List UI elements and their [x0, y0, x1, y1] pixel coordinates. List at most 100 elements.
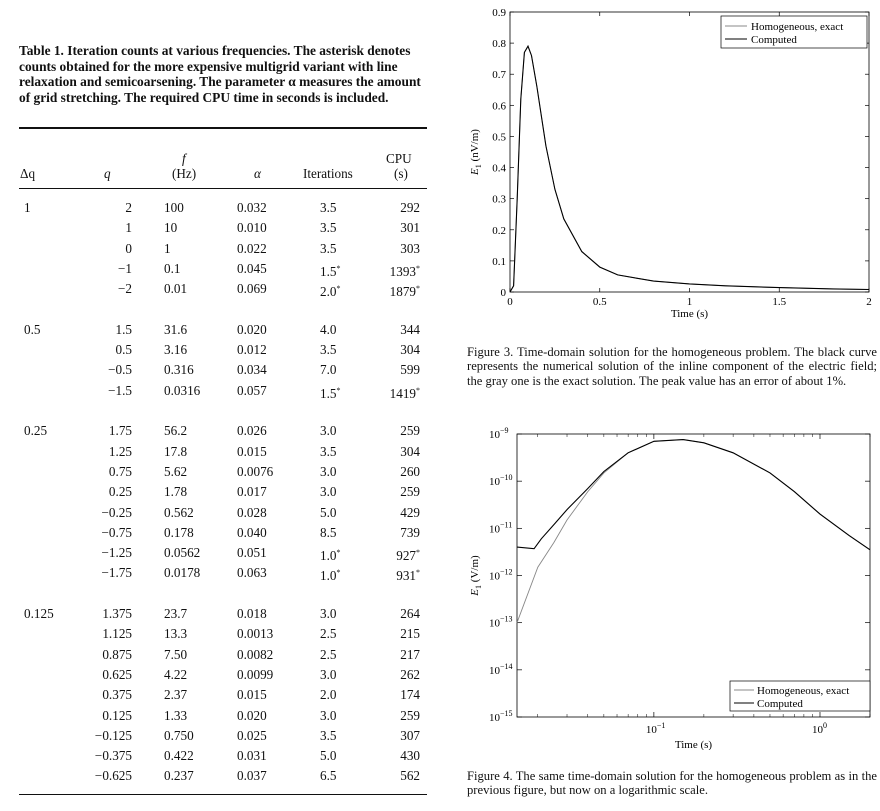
- cell-iterations: 2.0: [320, 687, 337, 703]
- x-tick-label: 10−1: [646, 721, 666, 736]
- cell-q: 0.25: [108, 484, 132, 500]
- y-tick-label: 0.9: [492, 7, 506, 19]
- cell-iterations: 3.0: [320, 707, 337, 723]
- cell-q: 1.375: [102, 606, 132, 621]
- cell-f: 4.22: [164, 666, 188, 682]
- cell-iterations: 1.5*: [320, 263, 341, 279]
- x-tick-label: 100: [812, 721, 827, 736]
- cell-f: 3.16: [164, 342, 188, 358]
- cell-alpha: 0.0013: [237, 626, 274, 642]
- cell-q: −1.5: [108, 382, 132, 398]
- cell-iterations: 6.5: [320, 768, 337, 784]
- cell-alpha: 0.0076: [237, 463, 274, 479]
- cell-iterations: 4.0: [320, 321, 337, 337]
- y-tick-label: 0.8: [492, 38, 506, 50]
- x-tick-label: 0: [507, 296, 513, 308]
- cell-iterations: 5.0: [320, 748, 337, 764]
- cell-cpu: 562: [400, 768, 420, 784]
- cell-alpha: 0.031: [237, 748, 267, 764]
- cell-f: 1: [164, 240, 171, 256]
- y-tick-label: 10−11: [489, 520, 512, 535]
- cell-f: 31.6: [164, 321, 188, 337]
- cell-f: 1.78: [164, 484, 188, 500]
- plot-frame: [509, 11, 870, 293]
- table-top-rule: [19, 127, 427, 129]
- x-tick-label: 1: [687, 296, 693, 308]
- cell-iterations: 3.0: [320, 484, 337, 500]
- cell-cpu: 259: [400, 423, 420, 439]
- series-line-exact: [509, 45, 870, 293]
- y-tick-label: 0.4: [492, 163, 506, 175]
- cell-q: 1.5: [115, 321, 132, 337]
- cell-iterations: 2.5: [320, 626, 337, 642]
- header-f: f: [182, 151, 186, 166]
- cell-f: 0.750: [164, 727, 194, 743]
- asterisk-mark: *: [336, 568, 341, 578]
- cell-alpha: 0.045: [237, 260, 267, 276]
- cell-dq: 1: [24, 200, 31, 215]
- cell-f: 5.62: [164, 463, 188, 479]
- cell-cpu: 303: [400, 240, 420, 256]
- y-axis-label: E1 (nV/m): [469, 129, 483, 176]
- cell-q: −2: [117, 281, 132, 297]
- cell-f: 0.1: [164, 260, 181, 276]
- cell-alpha: 0.034: [237, 362, 267, 378]
- cell-cpu: 262: [400, 666, 420, 682]
- cell-dq: 0.25: [24, 423, 48, 439]
- cell-cpu: 931*: [396, 568, 420, 584]
- cell-alpha: 0.025: [237, 727, 267, 743]
- legend-label: Computed: [751, 34, 797, 46]
- cell-alpha: 0.063: [237, 565, 267, 581]
- cell-q: 1.125: [102, 626, 132, 642]
- header-alpha: α: [254, 166, 261, 181]
- cell-f: 0.0178: [164, 565, 201, 581]
- cell-cpu: 304: [400, 342, 420, 358]
- y-tick-label: 0.1: [492, 256, 506, 268]
- asterisk-mark: *: [416, 568, 420, 578]
- cell-f: 0.01: [164, 281, 188, 297]
- cell-alpha: 0.051: [237, 545, 267, 561]
- cell-cpu: 260: [400, 463, 420, 479]
- asterisk-mark: *: [336, 263, 341, 273]
- cell-alpha: 0.012: [237, 342, 267, 358]
- cell-alpha: 0.0099: [237, 666, 274, 682]
- asterisk-mark: *: [416, 548, 420, 558]
- cell-cpu: 215: [400, 626, 420, 642]
- cell-cpu: 1393*: [389, 263, 420, 279]
- x-tick-label: 1.5: [772, 296, 786, 308]
- cell-iterations: 3.0: [320, 423, 337, 439]
- cell-f: 0.0562: [164, 545, 201, 561]
- cell-f: 10: [164, 220, 178, 236]
- cell-q: −0.25: [101, 504, 132, 520]
- cell-cpu: 739: [400, 524, 420, 540]
- cell-q: 0.125: [102, 707, 132, 723]
- cell-cpu: 292: [400, 200, 420, 215]
- cell-alpha: 0.020: [237, 707, 267, 723]
- asterisk-mark: *: [416, 263, 420, 273]
- cell-cpu: 344: [400, 321, 420, 337]
- cell-alpha: 0.018: [237, 606, 267, 621]
- series-line-computed: [516, 439, 871, 551]
- legend-label: Homogeneous, exact: [751, 21, 843, 33]
- cell-alpha: 0.017: [237, 484, 267, 500]
- x-axis-label: Time (s): [671, 308, 709, 320]
- cell-dq: 0.125: [24, 606, 54, 621]
- cell-f: 56.2: [164, 423, 188, 439]
- cell-q: 0.375: [102, 687, 132, 703]
- cell-iterations: 1.5*: [320, 385, 341, 401]
- cell-f: 0.422: [164, 748, 194, 764]
- cell-alpha: 0.057: [237, 382, 267, 398]
- cell-iterations: 3.5: [320, 240, 337, 256]
- cell-f: 17.8: [164, 443, 188, 459]
- cell-alpha: 0.020: [237, 321, 267, 337]
- table-caption: Table 1. Iteration counts at various fre…: [19, 43, 427, 105]
- cell-f: 1.33: [164, 707, 188, 723]
- legend-box: [720, 15, 868, 49]
- x-tick-label: 0.5: [593, 296, 607, 308]
- cell-cpu: 430: [400, 748, 420, 764]
- cell-cpu: 304: [400, 443, 420, 459]
- cell-iterations: 3.0: [320, 606, 337, 621]
- cell-f: 0.316: [164, 362, 194, 378]
- y-tick-label: 0.5: [492, 131, 506, 143]
- cell-alpha: 0.015: [237, 687, 267, 703]
